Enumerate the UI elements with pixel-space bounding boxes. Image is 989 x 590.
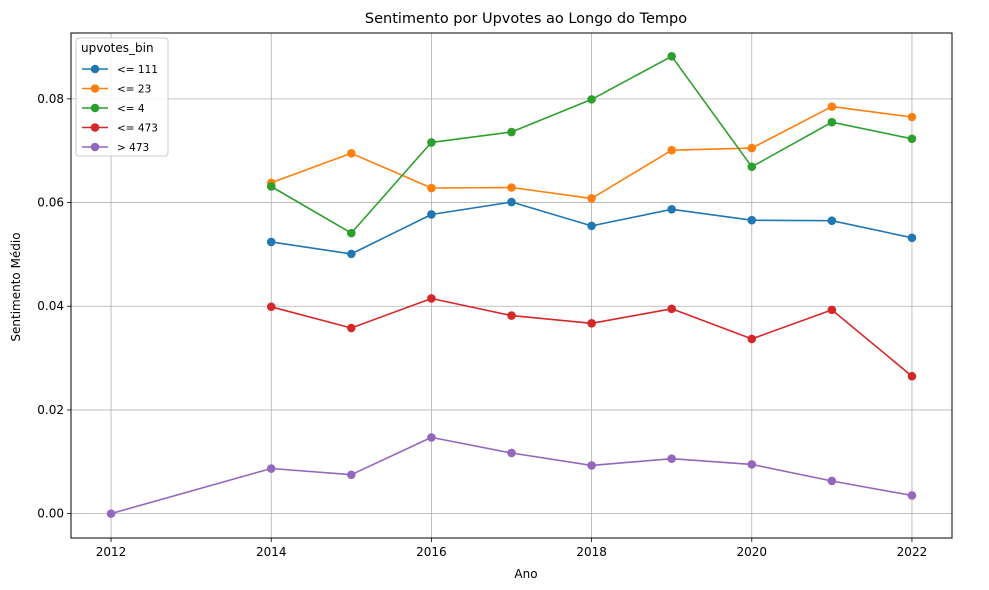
series-line [110, 436, 913, 515]
data-point [667, 145, 676, 155]
data-point [106, 509, 116, 518]
legend-box [75, 37, 169, 157]
legend-label: <= 4 [117, 103, 145, 115]
legend-label: > 473 [117, 142, 149, 154]
data-point [907, 112, 917, 122]
data-point [827, 216, 837, 225]
legend-label: <= 23 [117, 84, 151, 96]
data-point [266, 464, 276, 473]
legend-marker [90, 64, 100, 74]
legend-item: > 473 [82, 142, 149, 154]
data-point [347, 470, 356, 480]
data-point [347, 228, 356, 238]
data-point [507, 197, 516, 207]
chart-title: Sentimento por Upvotes ao Longo do Tempo [365, 11, 687, 27]
data-point [266, 182, 276, 191]
data-point [907, 491, 917, 500]
series-2 [266, 52, 917, 238]
data-point [907, 134, 917, 144]
legend-marker [90, 142, 100, 152]
data-point [827, 102, 837, 111]
data-point [587, 95, 596, 104]
legend-marker [90, 123, 100, 132]
data-point [347, 249, 356, 259]
data-point [427, 183, 436, 193]
data-point [587, 319, 596, 328]
x-tick-label: 2022 [897, 545, 928, 559]
data-point [427, 210, 436, 219]
data-point [667, 204, 676, 214]
y-tick-label: 0.02 [37, 403, 64, 417]
data-point [507, 183, 516, 192]
data-point [747, 334, 757, 344]
series-3 [266, 294, 917, 381]
x-tick-label: 2012 [96, 545, 127, 559]
data-point [827, 476, 837, 486]
plot-frame [70, 32, 953, 539]
data-point [747, 460, 757, 469]
data-point [427, 294, 436, 303]
series-1 [266, 102, 917, 203]
x-tick-label: 2018 [576, 545, 607, 559]
data-point [347, 323, 356, 333]
series-layer [106, 52, 917, 518]
legend-marker [90, 103, 100, 113]
data-point [507, 127, 516, 137]
data-point [266, 237, 276, 247]
series-4 [106, 433, 917, 518]
axis-ticks: 2012 2014 2016 2018 2020 2022 0.00 0.02 0.04 0.06… [37, 92, 927, 559]
y-tick-label: 0.04 [37, 299, 64, 313]
legend-marker [90, 84, 100, 93]
data-point [587, 221, 596, 231]
legend: upvotes_bin <= 111 <= 23 <= 4 <= 473 > 473 [75, 37, 169, 157]
data-point [667, 52, 676, 61]
y-tick-label: 0.08 [37, 92, 64, 106]
y-axis-title: Sentimento Médio [9, 232, 23, 341]
data-point [587, 194, 596, 203]
legend-item: <= 4 [82, 103, 145, 115]
data-point [827, 117, 837, 127]
data-point [266, 302, 276, 312]
y-tick-label: 0.00 [37, 507, 64, 521]
data-point [667, 304, 676, 314]
data-point [587, 461, 596, 470]
series-0 [266, 197, 917, 259]
legend-label: <= 473 [117, 123, 158, 135]
data-point [747, 162, 757, 172]
x-tick-label: 2020 [736, 545, 767, 559]
data-point [827, 305, 837, 315]
x-axis-title: Ano [514, 567, 537, 581]
legend-title: upvotes_bin [81, 41, 154, 55]
legend-label: <= 111 [117, 64, 158, 76]
x-tick-label: 2014 [256, 545, 287, 559]
data-point [907, 233, 917, 243]
data-point [507, 448, 516, 458]
legend-item: <= 23 [82, 84, 151, 96]
data-point [347, 148, 356, 158]
y-tick-label: 0.06 [37, 196, 64, 210]
data-point [427, 138, 436, 147]
data-point [507, 311, 516, 320]
legend-item: <= 111 [82, 64, 158, 76]
data-point [427, 433, 436, 442]
data-point [667, 454, 676, 463]
data-point [907, 371, 917, 381]
data-point [747, 215, 757, 225]
x-tick-label: 2016 [416, 545, 447, 559]
data-point [747, 143, 757, 153]
legend-item: <= 473 [82, 123, 158, 135]
